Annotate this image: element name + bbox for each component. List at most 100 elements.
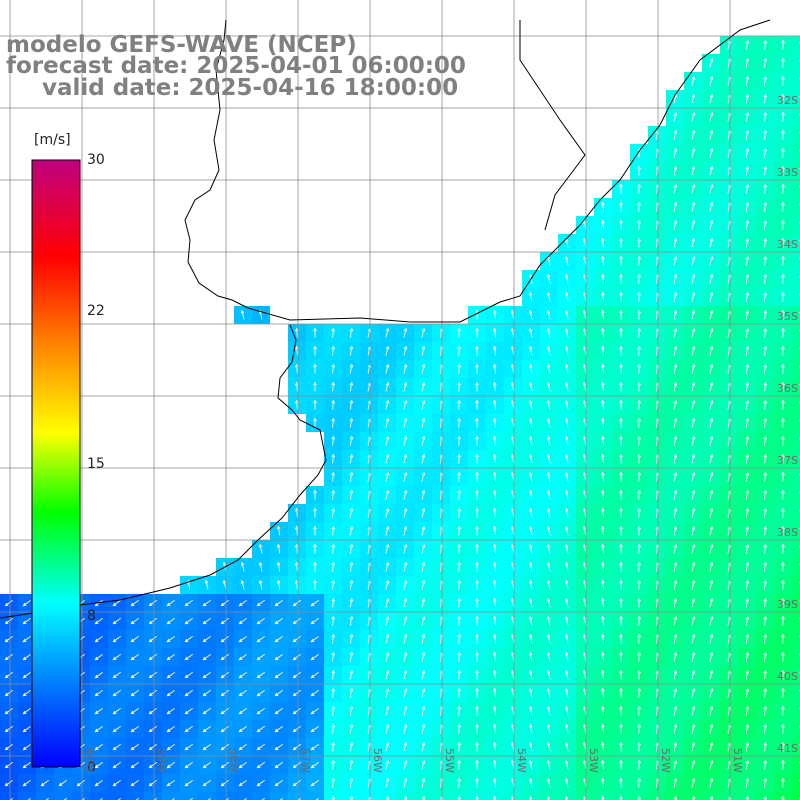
wind-arrow <box>492 723 497 734</box>
wind-arrow <box>421 795 426 800</box>
wind-arrow <box>475 759 479 770</box>
wind-arrow <box>421 399 426 410</box>
wind-arrow <box>745 453 750 464</box>
wind-cell <box>792 342 800 360</box>
wind-arrow <box>457 777 461 788</box>
wind-arrow <box>673 291 678 302</box>
wind-arrow <box>331 669 336 680</box>
wind-arrow <box>600 741 605 752</box>
wind-arrow <box>475 471 479 482</box>
wind-arrow <box>709 147 714 158</box>
wind-arrow <box>745 507 750 518</box>
wind-arrow <box>763 39 768 50</box>
wind-arrow <box>745 147 750 158</box>
wind-arrow <box>781 165 785 176</box>
wind-arrow <box>691 543 696 554</box>
wind-arrow <box>202 635 211 643</box>
wind-arrow <box>709 597 714 608</box>
wind-arrow <box>781 669 785 680</box>
wind-arrow <box>421 597 426 608</box>
wind-arrow <box>166 689 175 697</box>
wind-arrow <box>331 705 336 716</box>
wind-arrow <box>457 435 461 446</box>
wind-arrow <box>256 725 265 733</box>
wind-arrow <box>240 561 245 572</box>
wind-arrow <box>546 669 551 680</box>
wind-arrow <box>745 183 750 194</box>
wind-arrow <box>781 795 785 800</box>
wind-arrow <box>184 725 193 733</box>
wind-arrow <box>457 327 461 338</box>
wind-arrow <box>781 129 785 140</box>
wind-arrow <box>546 327 551 338</box>
lon-label: 58W <box>227 748 240 773</box>
wind-arrow <box>709 363 714 374</box>
wind-arrow <box>709 651 714 662</box>
model-title: modelo GEFS-WAVE (NCEP) <box>6 32 357 58</box>
wind-arrow <box>421 759 426 770</box>
wind-arrow <box>310 635 319 643</box>
wind-arrow <box>492 507 497 518</box>
wind-arrow <box>673 471 678 482</box>
wind-arrow <box>421 687 426 698</box>
wind-cell <box>792 540 800 558</box>
wind-arrow <box>313 381 317 392</box>
wind-arrow <box>691 759 696 770</box>
wind-arrow <box>763 777 768 788</box>
wind-arrow <box>220 743 229 751</box>
wind-arrow <box>564 399 569 410</box>
wind-arrow <box>691 309 696 320</box>
wind-arrow <box>673 183 678 194</box>
wind-arrow <box>763 111 768 122</box>
wind-arrow <box>600 651 605 662</box>
wind-arrow <box>310 653 319 661</box>
wind-arrow <box>22 761 31 769</box>
wind-arrow <box>313 525 317 536</box>
wind-arrow <box>564 453 569 464</box>
wind-arrow <box>781 633 785 644</box>
wind-arrow <box>763 723 768 734</box>
wind-cell <box>414 792 432 800</box>
wind-arrow <box>256 599 265 607</box>
wind-arrow <box>673 795 678 800</box>
wind-arrow <box>510 489 515 500</box>
wind-arrow <box>781 183 785 194</box>
wind-arrow <box>691 651 696 662</box>
wind-arrow <box>171 797 175 800</box>
wind-arrow <box>691 75 696 86</box>
wind-arrow <box>763 669 768 680</box>
wind-arrow <box>112 761 121 769</box>
wind-arrow <box>709 273 714 284</box>
wind-arrow <box>276 543 281 554</box>
wind-arrow <box>691 561 696 572</box>
wind-arrow <box>313 579 317 590</box>
wind-arrow <box>457 543 461 554</box>
wind-arrow <box>763 561 768 572</box>
wind-arrow <box>691 723 696 734</box>
wind-arrow <box>349 669 354 680</box>
wind-arrow <box>403 525 408 536</box>
wind-arrow <box>313 561 317 572</box>
wind-arrow <box>763 381 768 392</box>
wind-arrow <box>763 309 768 320</box>
uruguay-interior-border <box>519 20 586 231</box>
wind-arrow <box>781 741 785 752</box>
wind-cell <box>792 522 800 540</box>
wind-arrow <box>546 417 551 428</box>
lon-label: 51W <box>731 748 744 773</box>
wind-arrow <box>240 309 245 320</box>
wind-arrow <box>475 381 479 392</box>
wind-arrow <box>421 777 426 788</box>
wind-arrow <box>637 183 641 194</box>
wind-cell <box>792 666 800 684</box>
wind-cell <box>144 792 162 800</box>
wind-cell <box>648 792 666 800</box>
wind-cell <box>252 792 270 800</box>
wind-arrow <box>457 633 461 644</box>
wind-arrow <box>709 759 714 770</box>
wind-arrow <box>781 237 785 248</box>
wind-arrow <box>745 705 750 716</box>
wind-arrow <box>600 723 605 734</box>
wind-arrow <box>313 327 317 338</box>
wind-arrow <box>781 525 785 536</box>
